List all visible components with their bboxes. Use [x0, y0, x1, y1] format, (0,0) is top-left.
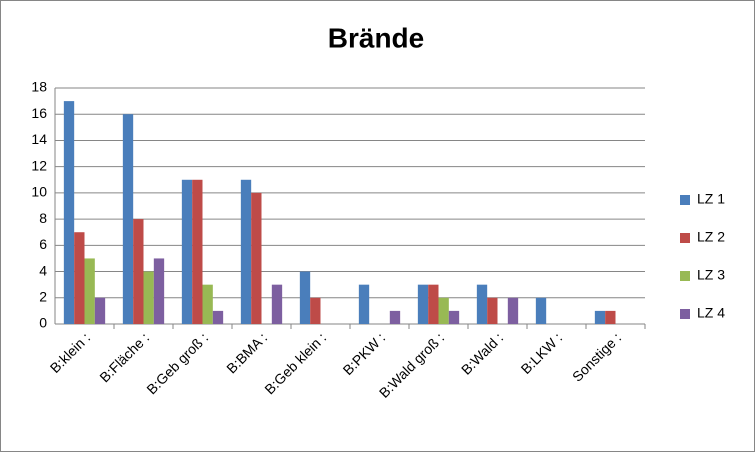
y-tick-label: 14: [31, 131, 47, 147]
legend-label: LZ 2: [697, 229, 725, 245]
legend-swatch: [680, 233, 690, 243]
bar: [181, 179, 193, 324]
bar: [143, 271, 154, 324]
bar: [417, 284, 429, 324]
bar: [63, 101, 75, 324]
chart-title: Brände: [328, 22, 424, 53]
bar: [240, 179, 252, 324]
legend-label: LZ 4: [697, 305, 725, 321]
bar: [594, 310, 606, 324]
bar: [251, 192, 262, 324]
y-tick-label: 16: [31, 105, 47, 121]
y-tick-label: 12: [31, 157, 47, 173]
bar: [202, 284, 213, 324]
bar: [192, 179, 203, 324]
y-tick-label: 2: [39, 288, 47, 304]
bar: [212, 310, 224, 324]
y-tick-label: 18: [31, 79, 47, 95]
legend-swatch: [680, 309, 690, 319]
bar: [84, 258, 95, 324]
y-tick-label: 0: [39, 315, 47, 331]
y-tick-label: 10: [31, 184, 47, 200]
bar: [122, 114, 134, 324]
bar: [94, 297, 106, 324]
bar: [487, 297, 498, 324]
legend-label: LZ 1: [697, 191, 725, 207]
y-tick-label: 6: [39, 236, 47, 252]
y-tick-label: 4: [39, 262, 47, 278]
bar: [358, 284, 370, 324]
legend-label: LZ 3: [697, 267, 725, 283]
bar: [133, 219, 144, 324]
bar: [153, 258, 165, 324]
legend-swatch: [680, 195, 690, 205]
bar: [310, 297, 321, 324]
bar: [438, 297, 449, 324]
bar: [389, 310, 401, 324]
legend-swatch: [680, 271, 690, 281]
bar: [428, 284, 439, 324]
y-tick-label: 8: [39, 210, 47, 226]
bar: [507, 297, 519, 324]
bar: [476, 284, 488, 324]
bar: [448, 310, 460, 324]
bar: [299, 271, 311, 324]
bar: [535, 297, 547, 324]
bar: [74, 232, 85, 324]
bar: [271, 284, 283, 324]
bar: [605, 310, 616, 324]
